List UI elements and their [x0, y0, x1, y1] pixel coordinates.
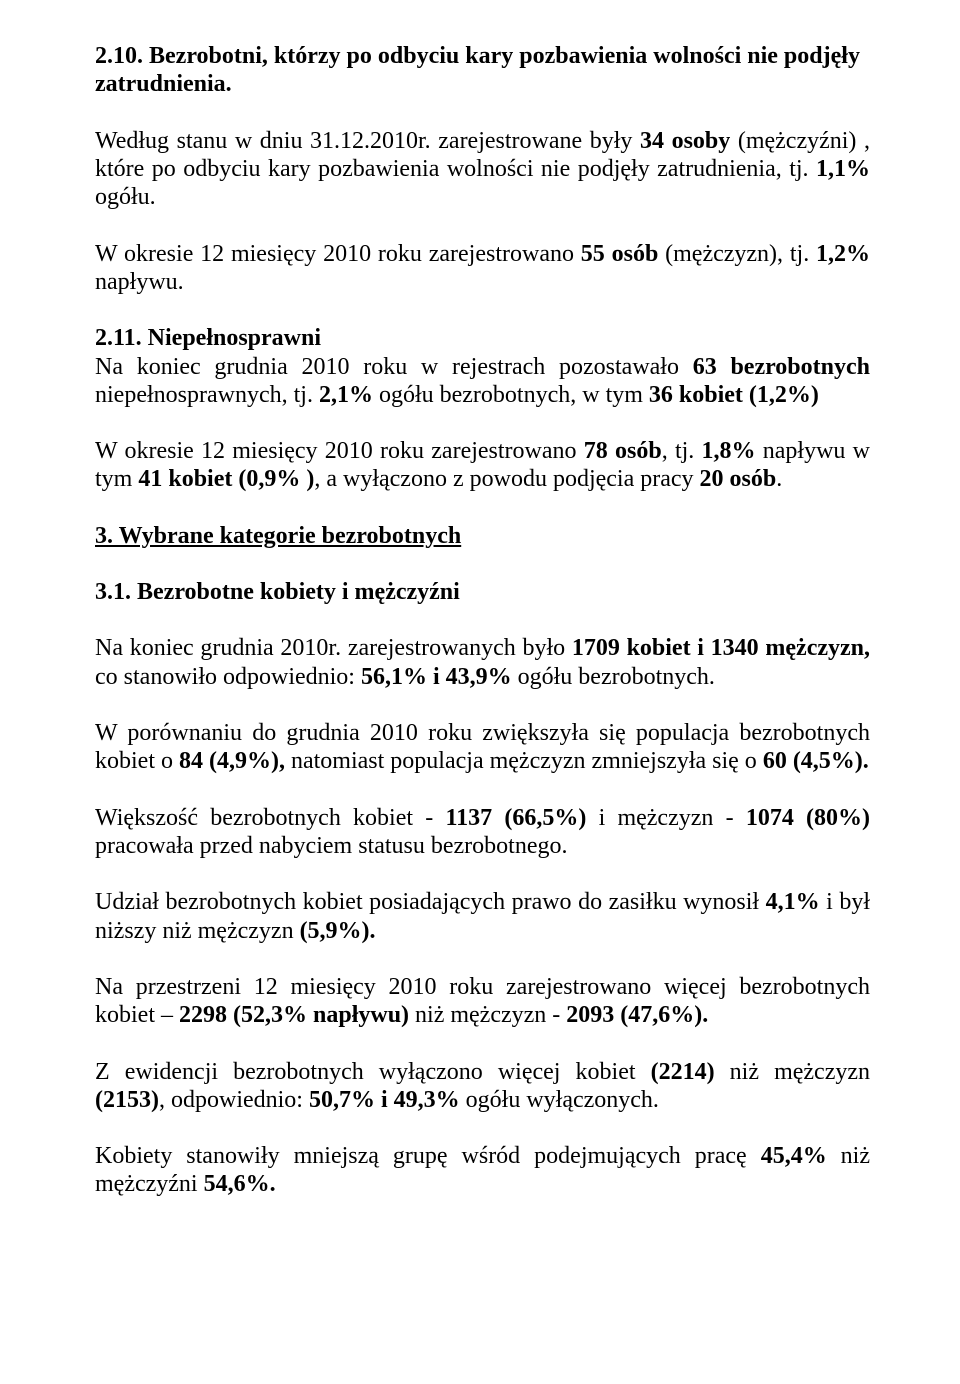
paragraph-3-1-7: Kobiety stanowiły mniejszą grupę wśród p…	[95, 1142, 870, 1199]
text: Kobiety stanowiły mniejszą grupę wśród p…	[95, 1143, 761, 1169]
text: niż mężczyzn -	[415, 1002, 566, 1028]
text-bold: 78 osób	[584, 438, 662, 464]
heading-2-10: 2.10. Bezrobotni, którzy po odbyciu kary…	[95, 42, 870, 99]
text-bold: 50,7% i 49,3%	[309, 1087, 460, 1113]
paragraph-3-1-5: Na przestrzeni 12 miesięcy 2010 roku zar…	[95, 973, 870, 1030]
text: ogółu bezrobotnych, w tym	[373, 382, 649, 408]
text: Na koniec grudnia 2010r. zarejestrowanyc…	[95, 635, 572, 661]
heading-3-1: 3.1. Bezrobotne kobiety i mężczyźni	[95, 578, 870, 606]
text: (mężczyzn), tj.	[658, 241, 816, 267]
paragraph-3-1-4: Udział bezrobotnych kobiet posiadających…	[95, 888, 870, 945]
text-bold: 1137 (66,5%)	[445, 805, 586, 831]
text: Z ewidencji bezrobotnych wyłączono więce…	[95, 1059, 651, 1085]
text: Według stanu w dniu 31.12.2010r. zarejes…	[95, 128, 640, 154]
paragraph-2-11-2: W okresie 12 miesięcy 2010 roku zarejest…	[95, 437, 870, 494]
text: napływu.	[95, 269, 184, 295]
text-bold: 20 osób	[700, 466, 777, 492]
text: Na koniec grudnia 2010 roku w rejestrach…	[95, 354, 693, 380]
text-bold: 84 (4,9%),	[179, 748, 291, 774]
paragraph-3-1-3: Większość bezrobotnych kobiet - 1137 (66…	[95, 804, 870, 861]
heading-2-11: 2.11. Niepełnosprawni	[95, 324, 870, 352]
text: co stanowiło odpowiednio:	[95, 664, 361, 690]
text: Większość bezrobotnych kobiet -	[95, 805, 445, 831]
text-bold: 45,4%	[761, 1143, 827, 1169]
text-bold: 63 bezrobotnych	[693, 354, 870, 380]
text: W okresie 12 miesięcy 2010 roku zarejest…	[95, 241, 581, 267]
document-page: 2.10. Bezrobotni, którzy po odbyciu kary…	[0, 0, 960, 1384]
text: ogółu wyłączonych.	[460, 1087, 659, 1113]
text-bold: 56,1% i 43,9%	[361, 664, 512, 690]
text: i mężczyzn -	[586, 805, 745, 831]
text-bold: 55 osób	[581, 241, 659, 267]
text-bold: 60 (4,5%).	[763, 748, 869, 774]
text: niepełnosprawnych, tj.	[95, 382, 319, 408]
text: ogółu bezrobotnych.	[512, 664, 715, 690]
paragraph-2-11-1: Na koniec grudnia 2010 roku w rejestrach…	[95, 353, 870, 410]
text: natomiast populacja mężczyzn zmniejszyła…	[291, 748, 763, 774]
text: .	[776, 466, 782, 492]
text-bold: 54,6%.	[204, 1171, 276, 1197]
text-bold: 36 kobiet (1,2%)	[649, 382, 819, 408]
text-bold: 2,1%	[319, 382, 373, 408]
text-bold: (2214)	[651, 1059, 715, 1085]
paragraph-2-10-2: W okresie 12 miesięcy 2010 roku zarejest…	[95, 240, 870, 297]
paragraph-3-1-6: Z ewidencji bezrobotnych wyłączono więce…	[95, 1058, 870, 1115]
text-bold: 1074 (80%)	[746, 805, 870, 831]
heading-3: 3. Wybrane kategorie bezrobotnych	[95, 522, 870, 550]
text-bold: 1,2%	[816, 241, 870, 267]
text-bold: 1709 kobiet i 1340 mężczyzn,	[572, 635, 870, 661]
text: niż mężczyzn	[715, 1059, 870, 1085]
text-bold: (5,9%).	[300, 918, 376, 944]
text-bold: 34 osoby	[640, 128, 730, 154]
text-bold: 2093 (47,6%).	[566, 1002, 708, 1028]
text-bold: 4,1%	[766, 889, 820, 915]
text-bold: 2.11. Niepełnosprawni	[95, 325, 321, 351]
text-bold: 1,8%	[702, 438, 756, 464]
text-bold: 41 kobiet (0,9% )	[138, 466, 314, 492]
text: pracowała przed nabyciem statusu bezrobo…	[95, 833, 567, 859]
text: Udział bezrobotnych kobiet posiadających…	[95, 889, 766, 915]
text-bold: 2298 (52,3% napływu)	[179, 1002, 415, 1028]
paragraph-3-1-2: W porównaniu do grudnia 2010 roku zwięks…	[95, 719, 870, 776]
text: ogółu.	[95, 184, 156, 210]
text-bold: (2153)	[95, 1087, 159, 1113]
text: , odpowiednio:	[159, 1087, 309, 1113]
text-bold: 1,1%	[816, 156, 870, 182]
text: , tj.	[662, 438, 702, 464]
text: , a wyłączono z powodu podjęcia pracy	[314, 466, 699, 492]
text: W okresie 12 miesięcy 2010 roku zarejest…	[95, 438, 584, 464]
paragraph-2-10-1: Według stanu w dniu 31.12.2010r. zarejes…	[95, 127, 870, 212]
paragraph-3-1-1: Na koniec grudnia 2010r. zarejestrowanyc…	[95, 634, 870, 691]
